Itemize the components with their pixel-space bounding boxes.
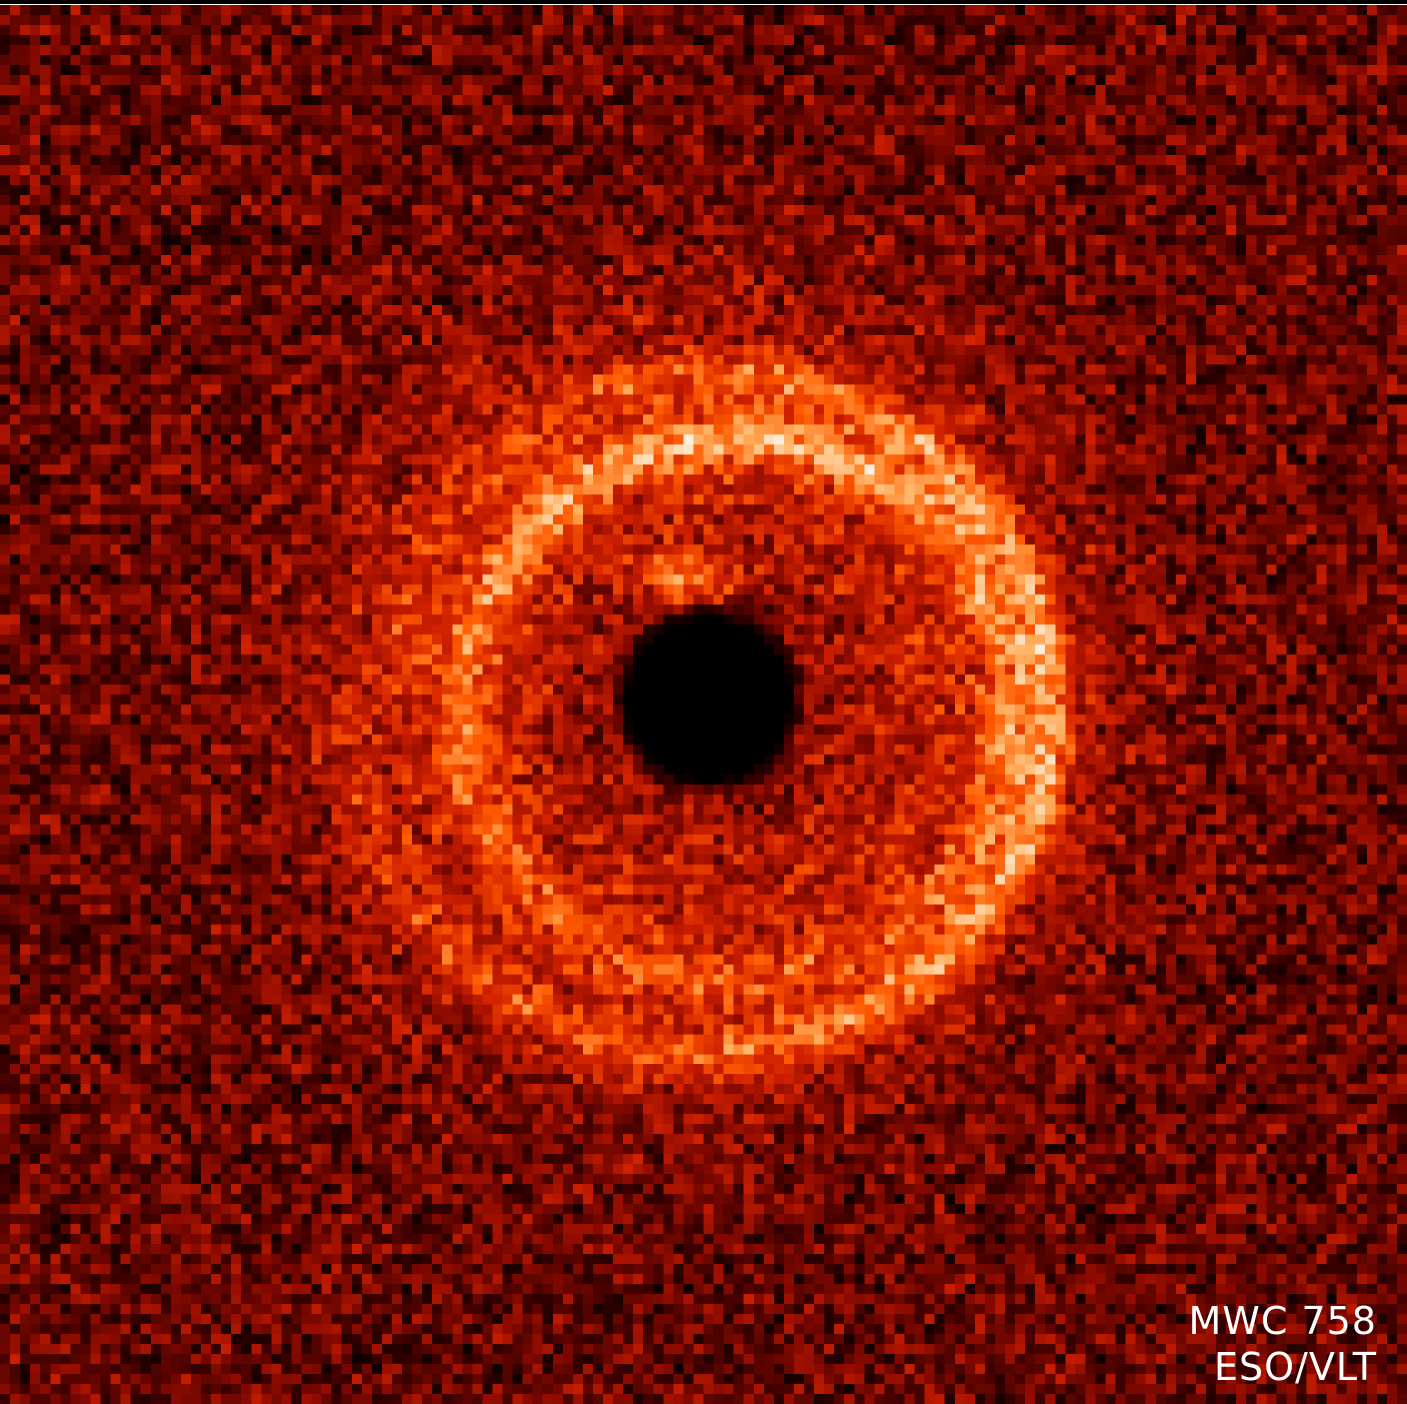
top-border-line — [0, 4, 1407, 5]
object-label: MWC 758 — [1188, 1299, 1377, 1343]
top-border — [0, 0, 1407, 4]
protoplanetary-disk-image — [0, 5, 1407, 1404]
image-caption: MWC 758 ESO/VLT — [1188, 1298, 1377, 1390]
credit-label: ESO/VLT — [1214, 1345, 1377, 1389]
